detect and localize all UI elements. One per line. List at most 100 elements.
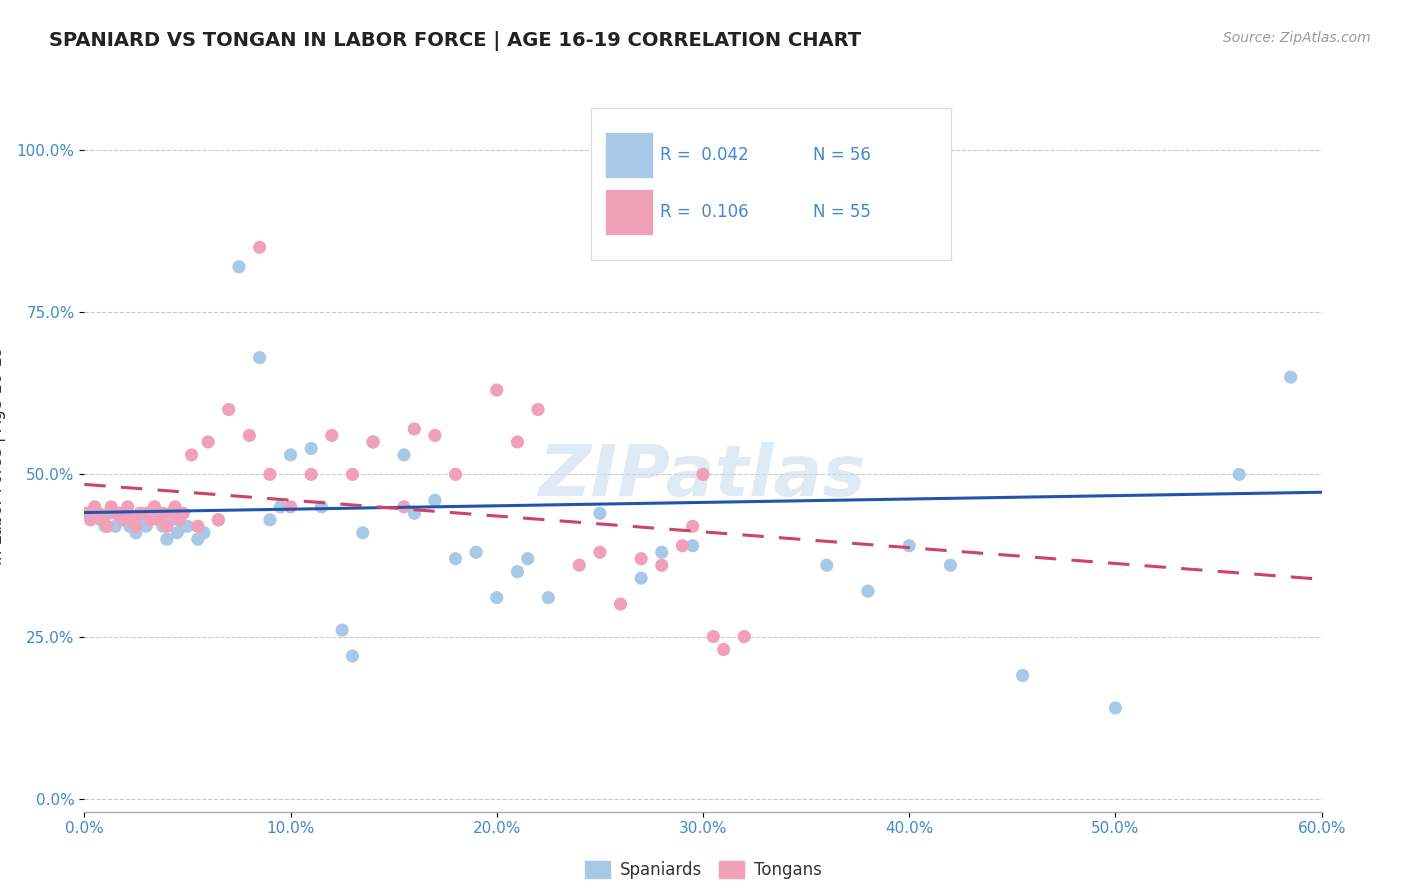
Point: [152, 519, 174, 533]
Point: [176, 519, 198, 533]
Point: [444, 467, 467, 482]
Point: [728, 143, 751, 157]
Point: [118, 519, 141, 533]
Point: [630, 571, 652, 585]
Point: [156, 519, 179, 533]
Point: [651, 545, 673, 559]
Point: [589, 506, 612, 520]
Point: [506, 565, 529, 579]
Point: [207, 513, 229, 527]
Point: [506, 434, 529, 449]
Point: [187, 519, 209, 533]
Point: [131, 513, 153, 527]
Text: ZIPatlas: ZIPatlas: [540, 442, 866, 511]
Point: [702, 630, 724, 644]
Point: [609, 597, 631, 611]
Point: [589, 545, 612, 559]
Point: [342, 648, 364, 663]
Point: [180, 448, 202, 462]
Point: [135, 519, 157, 533]
Text: SPANIARD VS TONGAN IN LABOR FORCE | AGE 16-19 CORRELATION CHART: SPANIARD VS TONGAN IN LABOR FORCE | AGE …: [49, 31, 862, 51]
Point: [249, 351, 271, 365]
Point: [311, 500, 333, 514]
Point: [299, 467, 322, 482]
Point: [696, 143, 718, 157]
Point: [218, 402, 240, 417]
Point: [160, 506, 183, 520]
Y-axis label: In Labor Force | Age 16-19: In Labor Force | Age 16-19: [0, 345, 6, 565]
Point: [228, 260, 250, 274]
Point: [143, 500, 166, 514]
Point: [361, 434, 384, 449]
Point: [197, 434, 219, 449]
Point: [165, 500, 187, 514]
Point: [1011, 668, 1033, 682]
Point: [87, 506, 110, 520]
Point: [121, 513, 143, 527]
Point: [114, 506, 136, 520]
Point: [112, 513, 135, 527]
Point: [651, 558, 673, 573]
Point: [98, 506, 121, 520]
Point: [207, 513, 229, 527]
Point: [238, 428, 260, 442]
Point: [898, 539, 921, 553]
Point: [193, 525, 215, 540]
Point: [139, 513, 162, 527]
Point: [152, 506, 174, 520]
Point: [713, 642, 735, 657]
Point: [156, 533, 179, 547]
Point: [733, 630, 755, 644]
Point: [352, 525, 374, 540]
Point: [91, 513, 114, 527]
Point: [815, 558, 838, 573]
Text: R =  0.106: R = 0.106: [661, 203, 749, 221]
Point: [125, 519, 148, 533]
Point: [145, 506, 167, 520]
Point: [104, 519, 127, 533]
Point: [1227, 467, 1250, 482]
Point: [485, 383, 508, 397]
Point: [269, 500, 291, 514]
Point: [167, 513, 190, 527]
Point: [172, 519, 194, 533]
Point: [444, 551, 467, 566]
Text: N = 55: N = 55: [813, 203, 870, 221]
Point: [125, 525, 148, 540]
Point: [527, 402, 550, 417]
Point: [330, 623, 353, 637]
Point: [249, 240, 271, 254]
Point: [172, 506, 194, 520]
Point: [259, 467, 281, 482]
Point: [568, 558, 591, 573]
Point: [361, 434, 384, 449]
Point: [117, 500, 139, 514]
Point: [682, 519, 704, 533]
Point: [465, 545, 488, 559]
Point: [79, 513, 101, 527]
Point: [148, 513, 170, 527]
Point: [75, 506, 97, 520]
Legend: Spaniards, Tongans: Spaniards, Tongans: [578, 854, 828, 886]
Point: [90, 513, 112, 527]
Point: [682, 539, 704, 553]
Point: [423, 428, 446, 442]
Point: [537, 591, 560, 605]
Point: [404, 506, 426, 520]
Text: Source: ZipAtlas.com: Source: ZipAtlas.com: [1223, 31, 1371, 45]
Point: [280, 500, 302, 514]
Point: [110, 513, 132, 527]
Point: [259, 513, 281, 527]
Point: [692, 467, 714, 482]
Point: [630, 551, 652, 566]
Text: N = 56: N = 56: [813, 146, 870, 164]
Point: [939, 558, 962, 573]
Point: [321, 428, 343, 442]
Point: [96, 519, 118, 533]
Text: R =  0.042: R = 0.042: [661, 146, 749, 164]
Point: [280, 448, 302, 462]
Point: [166, 525, 188, 540]
Point: [1104, 701, 1126, 715]
Point: [392, 448, 415, 462]
Point: [1279, 370, 1302, 384]
